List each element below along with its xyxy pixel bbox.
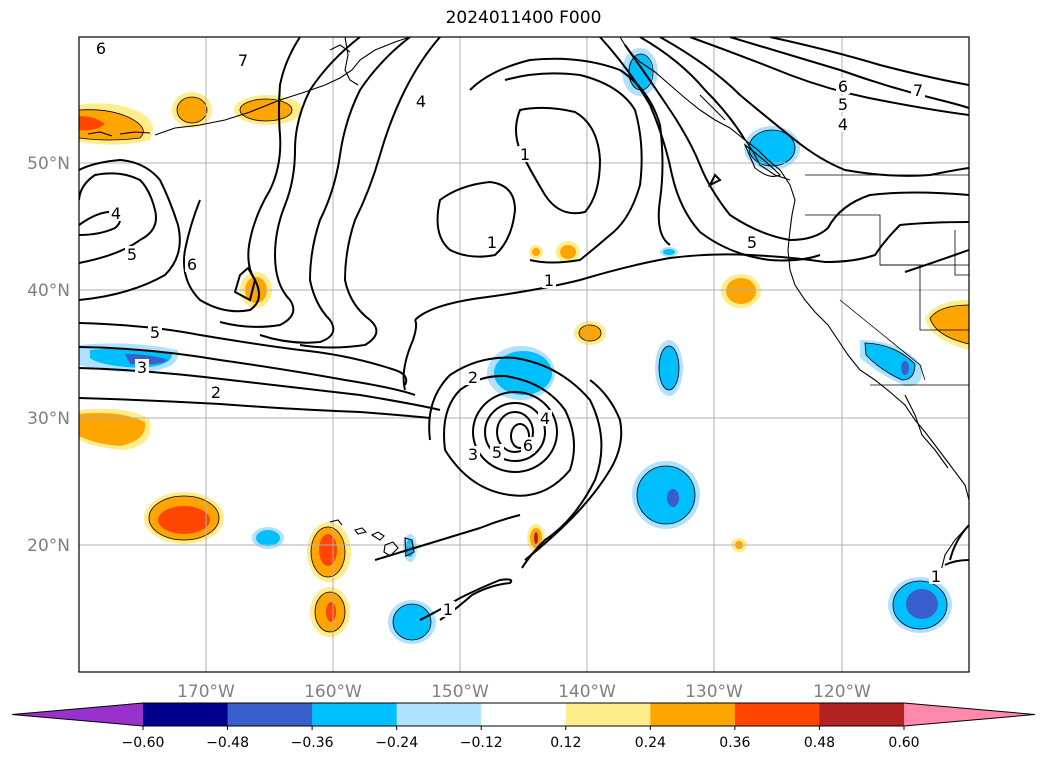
colorbar-tick-label: 0.12 <box>550 735 581 751</box>
contour-label: 2 <box>468 368 478 387</box>
contour-label: 1 <box>931 567 941 586</box>
colorbar-tick-label: 0.36 <box>719 735 750 751</box>
colorbar-segment <box>819 703 905 726</box>
lat-tick-label: 40°N <box>27 281 70 301</box>
lat-tick-label: 20°N <box>27 536 70 556</box>
anomaly-outlines <box>79 53 969 641</box>
contour-label: 1 <box>544 271 554 290</box>
contour-label: 1 <box>443 600 453 619</box>
colorbar-tick-label: 0.60 <box>888 735 919 751</box>
lon-tick-label: 170°W <box>177 682 235 702</box>
contour-label: 5 <box>150 323 160 342</box>
colorbar-tick-label: −0.24 <box>375 735 418 751</box>
colorbar-segment <box>565 703 651 726</box>
contour-label: 7 <box>238 51 248 70</box>
plot-title: 2024011400 F000 <box>445 8 602 28</box>
contour-label: 4 <box>540 409 550 428</box>
lon-tick-label: 160°W <box>304 682 362 702</box>
longitude-axis: 170°W 160°W 150°W 140°W 130°W 120°W <box>177 682 871 702</box>
colorbar-tick-label: 0.24 <box>635 735 666 751</box>
contour-label: 2 <box>211 383 221 402</box>
contour-label: 5 <box>492 443 502 462</box>
lon-tick-label: 150°W <box>431 682 489 702</box>
contour-label: 5 <box>838 95 848 114</box>
colorbar-segment <box>481 703 567 726</box>
colorbar: −0.60 −0.48 −0.36 −0.24 −0.12 0.12 0.24 0.36 0.4… <box>11 702 1036 751</box>
contour-label-group: 6 7 4 1 1 1 5 6 5 4 3 2 2 4 <box>93 39 943 619</box>
colorbar-tick-label: −0.48 <box>206 735 249 751</box>
coastlines <box>87 37 969 576</box>
contour-label: 5 <box>127 245 137 264</box>
contour-label: 1 <box>487 233 497 252</box>
lat-tick-label: 50°N <box>27 154 70 174</box>
colorbar-segment <box>227 703 313 726</box>
colorbar-extend-high <box>904 703 1035 726</box>
colorbar-tick-label: 0.48 <box>804 735 835 751</box>
height-contours <box>79 37 969 621</box>
contour-label: 5 <box>747 233 757 252</box>
colorbar-tick-label: −0.12 <box>460 735 503 751</box>
contour-label: 4 <box>111 204 121 223</box>
colorbar-segment <box>650 703 736 726</box>
contour-label: 7 <box>913 81 923 100</box>
lon-tick-label: 120°W <box>813 682 871 702</box>
contour-label: 3 <box>468 445 478 464</box>
map-frame <box>78 36 970 673</box>
contour-label: 6 <box>96 39 106 58</box>
colorbar-extend-low <box>12 703 143 726</box>
colorbar-tick-label: −0.60 <box>122 735 165 751</box>
lon-tick-label: 140°W <box>558 682 616 702</box>
contour-label: 6 <box>187 255 197 274</box>
colorbar-segment <box>396 703 482 726</box>
colorbar-segment <box>312 703 398 726</box>
contour-label: 6 <box>523 436 533 455</box>
contour-label: 6 <box>838 77 848 96</box>
lon-tick-label: 130°W <box>685 682 743 702</box>
contour-label: 4 <box>416 92 426 111</box>
contour-label: 1 <box>520 145 530 164</box>
colorbar-segment <box>143 703 229 726</box>
contour-label: 3 <box>137 358 147 377</box>
latitude-axis: 50°N 40°N 30°N 20°N <box>27 154 70 556</box>
lat-tick-label: 30°N <box>27 409 70 429</box>
colorbar-segment <box>734 703 820 726</box>
contour-label: 4 <box>838 115 848 134</box>
colorbar-tick-label: −0.36 <box>291 735 334 751</box>
